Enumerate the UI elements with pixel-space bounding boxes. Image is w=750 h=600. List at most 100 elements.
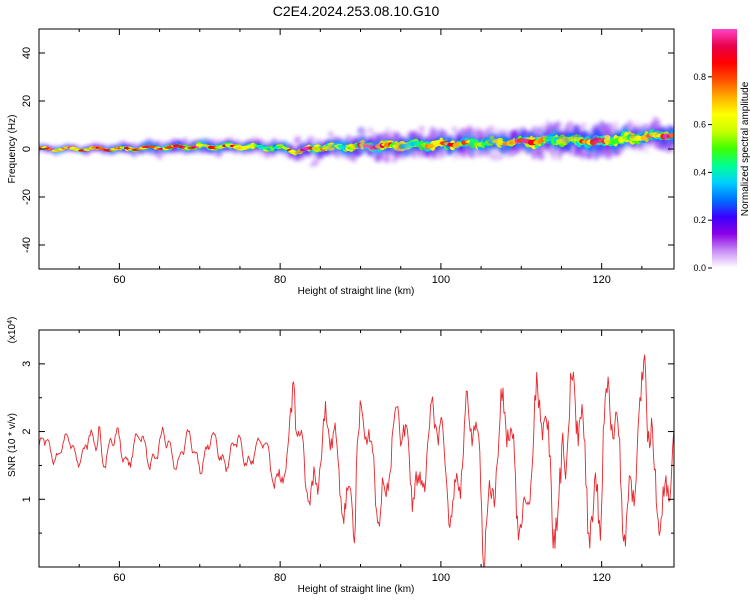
spectrogram-cell xyxy=(427,131,436,140)
spectrogram-cell xyxy=(497,154,503,160)
x-tick-label: 80 xyxy=(274,274,286,286)
spectrogram-cell xyxy=(580,131,587,138)
spectrogram-cell xyxy=(580,122,587,129)
spectrogram-cell xyxy=(405,145,412,152)
spectrogram-cell xyxy=(651,124,656,129)
spectrogram-cell xyxy=(410,132,417,138)
spectrogram-cell xyxy=(614,149,621,156)
spectrogram-scatter xyxy=(293,120,674,167)
spectrogram-x-axis-label: Height of straight line (km) xyxy=(298,286,415,297)
colorbar-tick-label: 0.4 xyxy=(693,167,706,177)
spectrogram-cell xyxy=(537,130,543,136)
spectrogram-cell xyxy=(594,129,599,134)
spectrogram-cell xyxy=(603,132,611,140)
snr-ticks: 60 80 100 120 1 2 3 xyxy=(21,330,674,584)
spectrogram-cell xyxy=(393,148,402,157)
spectrogram-cell xyxy=(572,124,581,133)
y-tick-label: -40 xyxy=(21,237,33,253)
spectrogram-cell xyxy=(383,156,390,163)
spectrogram-cell xyxy=(305,142,309,146)
y-tick-label: 40 xyxy=(21,47,33,59)
y-tick-label: 0 xyxy=(21,146,33,152)
spectrogram-cell xyxy=(603,123,608,128)
spectrogram-cell xyxy=(607,148,613,154)
spectrogram-cell xyxy=(665,132,669,136)
spectrogram-cell xyxy=(499,146,506,153)
spectrogram-cell xyxy=(578,150,586,158)
spectrogram-heat-layer xyxy=(39,115,674,167)
x-tick-label: 100 xyxy=(432,274,450,286)
snr-panel: 60 80 100 120 1 2 3 (x104) Height of straight … xyxy=(7,317,675,595)
spectrogram-cell xyxy=(378,145,382,150)
spectrogram-cell xyxy=(442,131,448,137)
spectrogram-cell xyxy=(371,133,376,138)
spectrogram-cell xyxy=(510,137,515,142)
spectrogram-cell xyxy=(545,126,552,132)
y-tick-label: 2 xyxy=(21,429,33,435)
snr-series-line xyxy=(39,354,674,567)
spectrogram-cell xyxy=(654,127,660,133)
spectrogram-cell xyxy=(574,151,579,156)
spectrogram-cell xyxy=(492,153,500,162)
spectrogram-cell xyxy=(297,144,303,150)
figure-title: C2E4.2024.253.08.10.G10 xyxy=(273,3,440,19)
spectrogram-cell xyxy=(391,157,397,163)
spectrogram-cell xyxy=(588,145,593,149)
spectrogram-cell xyxy=(452,126,457,132)
spectrogram-cell xyxy=(459,130,466,137)
colorbar-ticks: 0.0 0.2 0.4 0.6 0.8 xyxy=(693,72,712,273)
spectrogram-cell xyxy=(654,142,661,148)
spectrogram-cell xyxy=(543,143,550,150)
y-tick-label: 1 xyxy=(21,496,33,502)
spectrogram-cell xyxy=(429,157,433,161)
spectrogram-cell xyxy=(509,148,517,157)
spectrogram-cell xyxy=(418,145,423,150)
spectrogram-ticks: 60 80 100 120 -40 -20 0 20 40 xyxy=(21,29,674,286)
spectrogram-cell xyxy=(359,137,366,144)
spectrogram-cell xyxy=(368,128,373,133)
spectrogram-cell xyxy=(419,126,425,132)
spectrogram-cell xyxy=(370,141,379,150)
spectrogram-cell xyxy=(646,133,652,139)
colorbar-tick-label: 0.6 xyxy=(693,120,706,130)
spectrogram-cell xyxy=(502,136,507,141)
spectrogram-cell xyxy=(375,155,382,163)
spectrogram-cell xyxy=(527,131,533,137)
spectrogram-cell xyxy=(385,151,390,157)
x-tick-label: 60 xyxy=(113,572,125,584)
spectrogram-cell xyxy=(533,133,537,137)
spectrogram-cell xyxy=(589,135,598,144)
colorbar-tick-label: 0.8 xyxy=(693,72,706,82)
spectrogram-y-axis-label: Frequency (Hz) xyxy=(7,115,18,184)
spectrogram-cell xyxy=(558,133,563,139)
snr-plot-area xyxy=(39,330,674,567)
spectrogram-cell xyxy=(396,144,402,150)
spectrogram-cell xyxy=(511,129,519,137)
y-tick-label: 3 xyxy=(21,361,33,367)
colorbar-tick-label: 0.2 xyxy=(693,215,706,225)
snr-y-multiplier: (x104) xyxy=(7,317,19,344)
spectrogram-cell xyxy=(643,123,649,129)
spectrogram-cell xyxy=(548,124,557,133)
spectrogram-cell xyxy=(305,151,309,156)
x-tick-label: 60 xyxy=(113,274,125,286)
spectrogram-cell xyxy=(431,151,439,159)
spectrogram-cell xyxy=(439,148,447,156)
snr-frame xyxy=(38,329,675,568)
spectrogram-cell xyxy=(585,152,592,160)
spectrogram-cell xyxy=(627,120,633,126)
spectrogram-cell xyxy=(561,135,568,143)
spectrogram-cell xyxy=(599,136,606,143)
spectrogram-cell xyxy=(398,140,403,145)
snr-y-axis-label: SNR (10 * v/v) xyxy=(7,413,18,477)
spectrogram-cell xyxy=(413,151,420,158)
spectrogram-cell xyxy=(668,134,672,139)
spectrogram-cell xyxy=(474,130,481,137)
spectrogram-cell xyxy=(312,159,319,166)
spectrogram-cell xyxy=(662,135,668,140)
spectrogram-cell xyxy=(443,138,451,146)
spectrogram-cell xyxy=(437,153,444,160)
spectrogram-cell xyxy=(354,149,361,157)
colorbar: 0.0 0.2 0.4 0.6 0.8 Normalized spectral ampl… xyxy=(693,29,750,273)
spectrogram-cell xyxy=(623,124,629,130)
